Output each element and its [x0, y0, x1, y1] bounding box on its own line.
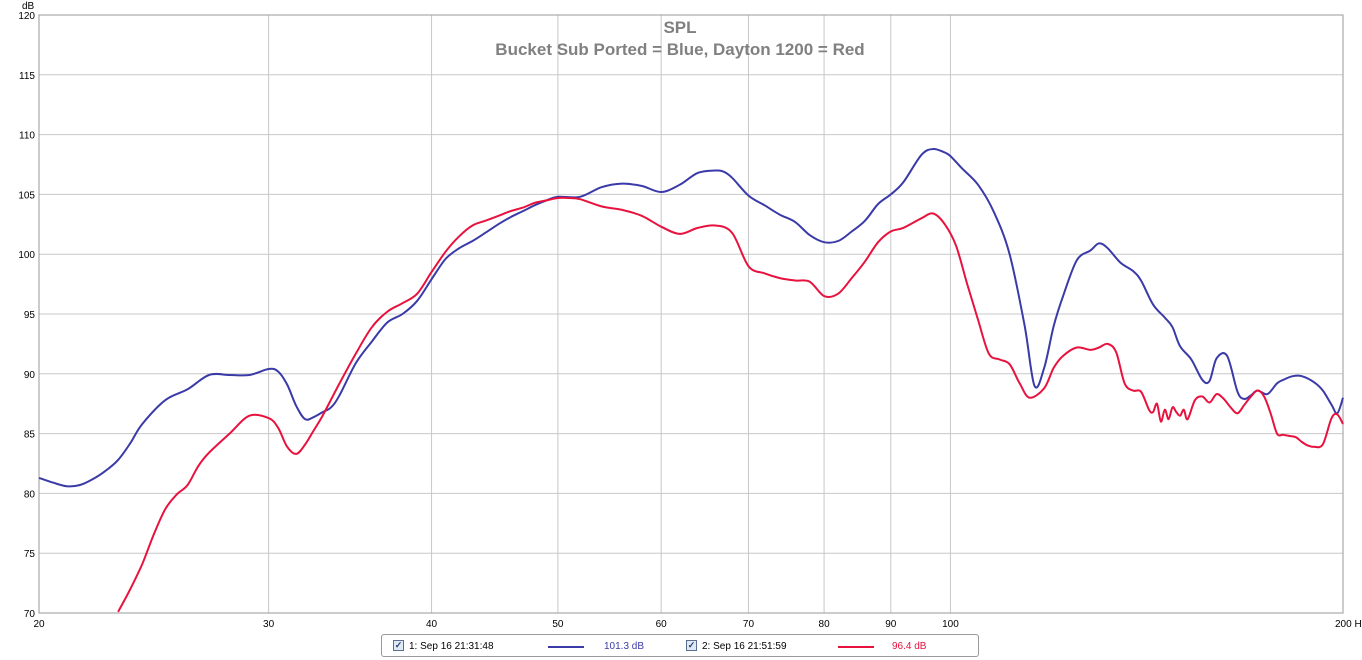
- legend-label-1: 1: Sep 16 21:31:48: [409, 641, 494, 652]
- legend-checkbox-2[interactable]: ✓: [686, 640, 697, 651]
- x-tick-label: 50: [552, 619, 564, 630]
- y-tick-label: 90: [24, 370, 36, 381]
- y-tick-label: 105: [18, 190, 35, 201]
- y-axis-label: dB: [22, 1, 35, 12]
- legend-checkbox-1[interactable]: ✓: [393, 640, 404, 651]
- series-layer: [38, 147, 1344, 613]
- legend-value-1: 101.3 dB: [604, 641, 645, 652]
- chart-title: SPL: [663, 18, 696, 37]
- x-tick-label: 100: [942, 619, 959, 630]
- legend: ✓ 1: Sep 16 21:31:48 101.3 dB ✓ 2: Sep 1…: [381, 634, 979, 657]
- y-tick-label: 75: [24, 549, 36, 560]
- series-line-1: [38, 147, 1344, 488]
- plot-area-border: [38, 14, 1344, 614]
- x-tick-label: 30: [263, 619, 275, 630]
- series-line-2: [117, 196, 1344, 613]
- grid: [38, 14, 1344, 614]
- x-tick-label: 80: [819, 619, 831, 630]
- legend-swatch-1: [548, 646, 584, 648]
- legend-label-2: 2: Sep 16 21:51:59: [702, 641, 787, 652]
- chart-subtitle: Bucket Sub Ported = Blue, Dayton 1200 = …: [495, 40, 864, 59]
- y-tick-label: 115: [19, 71, 35, 82]
- x-tick-label: 70: [743, 619, 755, 630]
- y-tick-label: 70: [24, 609, 36, 620]
- tick-labels: 20 30 40 50 60 70 80 90 100 200 Hz 70 75 80 85 90 95 100…: [18, 11, 1362, 630]
- x-tick-label: 60: [656, 619, 668, 630]
- y-tick-label: 85: [24, 430, 36, 441]
- y-tick-label: 95: [24, 310, 36, 321]
- y-tick-label: 100: [18, 250, 35, 261]
- x-tick-label: 200 Hz: [1335, 619, 1362, 630]
- y-tick-label: 80: [24, 489, 36, 500]
- legend-swatch-2: [838, 646, 874, 648]
- legend-value-2: 96.4 dB: [892, 641, 927, 652]
- y-tick-label: 110: [19, 131, 35, 142]
- x-tick-label: 20: [33, 619, 45, 630]
- x-tick-label: 90: [885, 619, 897, 630]
- x-tick-label: 40: [426, 619, 438, 630]
- y-tick-label: 120: [18, 11, 35, 22]
